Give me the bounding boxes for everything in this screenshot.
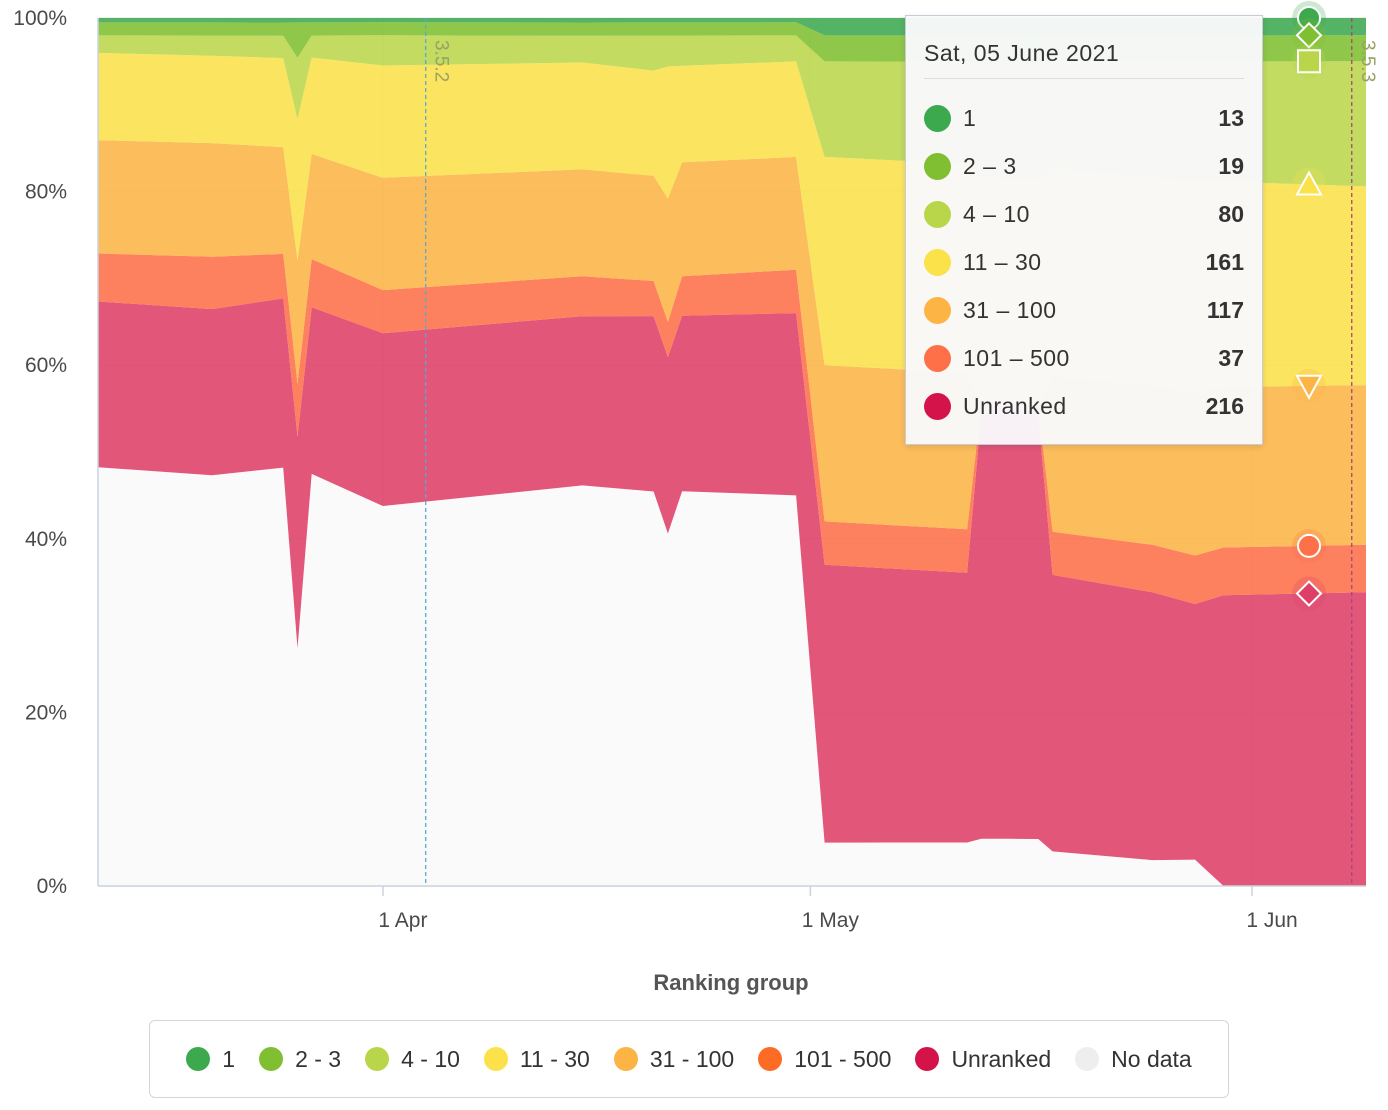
plot-line-label: 3.5.3 bbox=[1357, 40, 1378, 82]
axes: 0% 20% 40% 60% 80% 100% 1 Apr 1 May 1 Jun bbox=[13, 7, 1366, 932]
hover-marker-2-3 bbox=[1295, 21, 1323, 49]
x-tick-label: 1 Apr bbox=[378, 909, 427, 932]
y-tick-label: 60% bbox=[25, 354, 67, 377]
tooltip-series-value: 117 bbox=[1206, 296, 1244, 323]
tooltip-divider bbox=[924, 78, 1244, 79]
tooltip-series-name: Unranked bbox=[963, 392, 1067, 419]
legend-item-nodata[interactable]: No data bbox=[1075, 1046, 1192, 1073]
hover-marker-4-10 bbox=[1297, 49, 1322, 74]
legend-item-31-100[interactable]: 31 - 100 bbox=[613, 1045, 735, 1073]
tooltip-series-name: 11 – 30 bbox=[963, 248, 1042, 275]
legend-color-dot bbox=[259, 1047, 284, 1071]
plot-line-label: 3.5.2 bbox=[431, 40, 452, 82]
legend-color-dot bbox=[365, 1047, 390, 1071]
tooltip-color-dot bbox=[924, 344, 951, 372]
legend-color-dot bbox=[758, 1047, 783, 1071]
y-tick-label: 100% bbox=[13, 7, 67, 30]
tooltip-series-value: 13 bbox=[1218, 104, 1244, 131]
legend-item-1[interactable]: 1 bbox=[186, 1046, 235, 1073]
tooltip-series-value: 80 bbox=[1218, 200, 1244, 227]
legend-color-dot bbox=[1075, 1047, 1100, 1071]
hover-markers bbox=[1292, 1, 1327, 611]
tooltip-series-name: 1 bbox=[963, 104, 977, 131]
hover-marker-31-100 bbox=[1295, 374, 1323, 400]
legend-label: 31 - 100 bbox=[649, 1045, 735, 1072]
series-area-nodata[interactable] bbox=[98, 467, 1366, 886]
tooltip-color-dot bbox=[924, 296, 951, 324]
tooltip-row: 2 – 3 19 bbox=[924, 142, 1244, 190]
legend-item-4-10[interactable]: 4 - 10 bbox=[365, 1046, 460, 1073]
hover-marker-101-500 bbox=[1297, 533, 1322, 558]
plot-lines: 3.5.2 3.5.3 bbox=[425, 18, 1378, 886]
legend-label: 2 - 3 bbox=[295, 1045, 342, 1072]
tooltip: Sat, 05 June 2021 1 13 2 – 3 19 4 – 10 80 11 –… bbox=[905, 15, 1263, 445]
y-tick-label: 40% bbox=[25, 528, 67, 551]
legend-color-dot bbox=[915, 1047, 940, 1071]
legend-label: 4 - 10 bbox=[401, 1045, 460, 1072]
tooltip-series-name: 2 – 3 bbox=[963, 152, 1017, 179]
tooltip-color-dot bbox=[924, 392, 951, 420]
chart-legend: 1 2 - 3 4 - 10 11 - 30 31 - 100 101 - 500 Unra… bbox=[149, 1020, 1229, 1098]
tooltip-date: Sat, 05 June 2021 bbox=[924, 40, 1120, 66]
series-area-101-500[interactable] bbox=[98, 253, 1366, 605]
legend-item-2-3[interactable]: 2 - 3 bbox=[259, 1046, 341, 1073]
tooltip-row: Unranked 216 bbox=[924, 382, 1244, 430]
x-tick-label: 1 May bbox=[802, 909, 860, 932]
tooltip-series-name: 101 – 500 bbox=[963, 344, 1070, 371]
legend-label: 11 - 30 bbox=[519, 1045, 590, 1072]
tooltip-color-dot bbox=[924, 200, 951, 228]
x-axis-title: Ranking group bbox=[653, 970, 808, 995]
legend-item-unranked[interactable]: Unranked bbox=[915, 1046, 1051, 1073]
hover-marker-unranked bbox=[1295, 580, 1323, 607]
tooltip-row: 101 – 500 37 bbox=[924, 334, 1244, 382]
tooltip-rows: 1 13 2 – 3 19 4 – 10 80 11 – 30 161 31 – 100 117 1… bbox=[924, 94, 1244, 430]
legend-color-dot bbox=[186, 1047, 211, 1071]
tooltip-color-dot bbox=[924, 152, 951, 180]
y-tick-label: 0% bbox=[37, 875, 67, 898]
legend-color-dot bbox=[483, 1047, 508, 1071]
tooltip-series-name: 4 – 10 bbox=[963, 200, 1030, 227]
tooltip-series-value: 19 bbox=[1218, 152, 1244, 179]
y-tick-label: 80% bbox=[25, 181, 67, 204]
tooltip-row: 4 – 10 80 bbox=[924, 190, 1244, 238]
tooltip-color-dot bbox=[924, 248, 951, 276]
tooltip-row: 11 – 30 161 bbox=[924, 238, 1244, 286]
legend-label: Unranked bbox=[951, 1045, 1052, 1072]
series-area-unranked[interactable] bbox=[98, 298, 1366, 886]
y-tick-label: 20% bbox=[25, 701, 67, 724]
tooltip-series-value: 161 bbox=[1205, 248, 1244, 275]
legend-color-dot bbox=[613, 1047, 638, 1071]
tooltip-row: 1 13 bbox=[924, 94, 1244, 142]
legend-label: 101 - 500 bbox=[794, 1045, 892, 1072]
tooltip-row: 31 – 100 117 bbox=[924, 286, 1244, 334]
x-tick-label: 1 Jun bbox=[1246, 909, 1297, 932]
tooltip-series-value: 37 bbox=[1218, 344, 1244, 371]
legend-item-101-500[interactable]: 101 - 500 bbox=[758, 1046, 891, 1073]
tooltip-series-value: 216 bbox=[1205, 392, 1244, 419]
legend-item-11-30[interactable]: 11 - 30 bbox=[483, 1045, 590, 1073]
legend-label: 1 bbox=[222, 1045, 236, 1072]
legend-label: No data bbox=[1111, 1045, 1192, 1072]
hover-marker-11-30 bbox=[1295, 170, 1323, 196]
series-area-31-100[interactable] bbox=[98, 140, 1366, 556]
tooltip-series-name: 31 – 100 bbox=[963, 296, 1057, 323]
tooltip-color-dot bbox=[924, 104, 951, 132]
